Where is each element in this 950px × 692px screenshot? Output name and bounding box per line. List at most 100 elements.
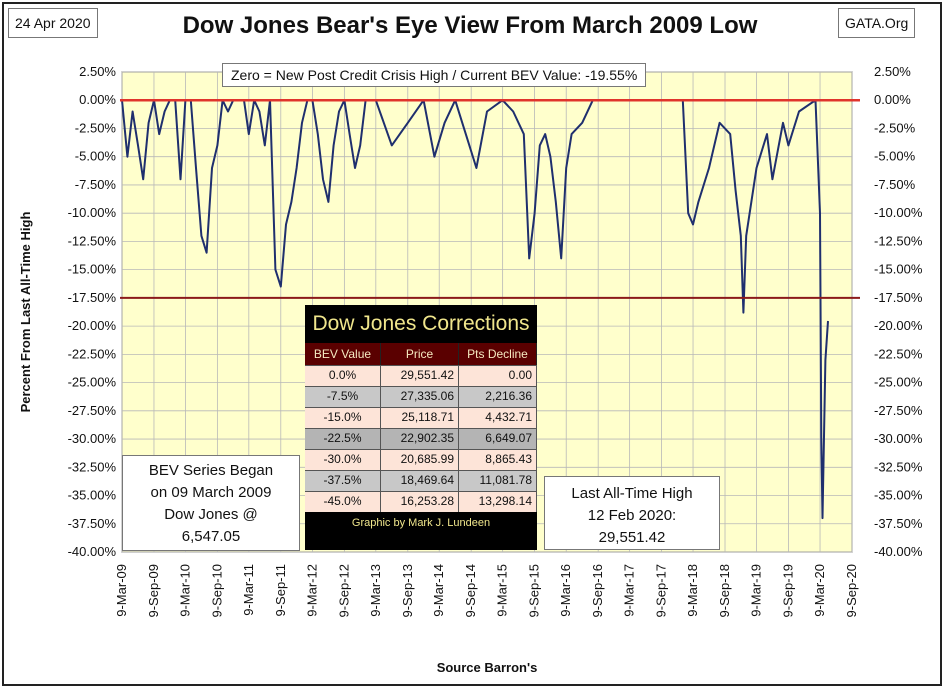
table-cell: 22,902.35: [381, 429, 459, 449]
note-line: 6,547.05: [181, 528, 241, 545]
chart-subtitle: Zero = New Post Credit Crisis High / Cur…: [222, 63, 647, 87]
x-tick-label: 9-Mar-17: [622, 564, 637, 617]
table-cell: 0.00: [459, 366, 537, 386]
y-tick-label: -37.50%: [874, 516, 923, 531]
x-tick-label: 9-Mar-13: [368, 564, 383, 617]
y-tick-label: -35.00%: [68, 488, 117, 503]
x-tick-label: 9-Sep-19: [780, 564, 795, 617]
note-line: Last All-Time High: [571, 485, 693, 502]
y-tick-label: -20.00%: [874, 318, 923, 333]
table-cell: 29,551.42: [381, 366, 459, 386]
y-tick-label: -22.50%: [874, 346, 923, 361]
y-tick-label: -30.00%: [68, 431, 117, 446]
x-tick-label: 9-Sep-18: [717, 564, 732, 617]
table-row: -7.5% 27,335.06 2,216.36: [305, 386, 537, 407]
table-cell: 20,685.99: [381, 450, 459, 470]
site-label: GATA.Org: [838, 8, 916, 38]
table-row: -15.0% 25,118.71 4,432.71: [305, 407, 537, 428]
table-cell: 11,081.78: [459, 471, 537, 491]
x-tick-label: 9-Mar-12: [304, 564, 319, 617]
table-cell: 0.0%: [305, 366, 381, 386]
corrections-table-footer: Graphic by Mark J. Lundeen: [351, 517, 491, 529]
table-cell: 2,216.36: [459, 387, 537, 407]
header-pts-decline: Pts Decline: [459, 343, 537, 365]
y-tick-label: -12.50%: [874, 233, 923, 248]
chart-title: Dow Jones Bear's Eye View From March 200…: [182, 12, 758, 39]
table-cell: 18,469.64: [381, 471, 459, 491]
table-cell: 13,298.14: [459, 492, 537, 512]
table-cell: 4,432.71: [459, 408, 537, 428]
x-tick-label: 9-Mar-20: [812, 564, 827, 617]
x-tick-label: 9-Mar-11: [241, 564, 256, 616]
x-tick-label: 9-Mar-18: [685, 564, 700, 617]
x-tick-label: 9-Sep-11: [273, 564, 288, 617]
table-cell: -30.0%: [305, 450, 381, 470]
y-axis-left: 2.50% 0.00% -2.50% -5.00% -7.50% -10.00% -12.5…: [68, 64, 117, 559]
corrections-table-body: 0.0% 29,551.42 0.00 -7.5% 27,335.06 2,216.36-…: [305, 365, 537, 512]
x-tick-label: 9-Mar-10: [177, 564, 192, 617]
x-tick-label: 9-Mar-14: [431, 564, 446, 617]
y-axis-label: Percent From Last All-Time High: [18, 212, 33, 413]
y-tick-label: 2.50%: [874, 64, 911, 79]
table-cell: 27,335.06: [381, 387, 459, 407]
y-tick-label: -7.50%: [874, 177, 916, 192]
table-row: -37.5% 18,469.64 11,081.78: [305, 470, 537, 491]
y-tick-label: -17.50%: [68, 290, 117, 305]
x-tick-label: 9-Sep-10: [209, 564, 224, 617]
y-tick-label: -25.00%: [874, 375, 923, 390]
x-tick-label: 9-Mar-15: [495, 564, 510, 617]
y-tick-label: -20.00%: [68, 318, 117, 333]
table-cell: -45.0%: [305, 492, 381, 512]
table-cell: 16,253.28: [381, 492, 459, 512]
y-tick-label: -7.50%: [75, 177, 117, 192]
corrections-table-title: Dow Jones Corrections: [312, 312, 530, 335]
table-cell: -37.5%: [305, 471, 381, 491]
table-row: -30.0% 20,685.99 8,865.43: [305, 449, 537, 470]
x-tick-label: 9-Sep-12: [336, 564, 351, 617]
y-tick-label: -37.50%: [68, 516, 117, 531]
table-cell: 6,649.07: [459, 429, 537, 449]
y-tick-label: -10.00%: [68, 205, 117, 220]
all-time-high-note: Last All-Time High 12 Feb 2020: 29,551.4…: [544, 476, 720, 550]
header-price: Price: [381, 343, 459, 365]
y-tick-label: -27.50%: [874, 403, 923, 418]
note-line: 12 Feb 2020:: [587, 507, 677, 524]
table-cell: 8,865.43: [459, 450, 537, 470]
x-axis: 9-Mar-09 9-Sep-09 9-Mar-10 9-Sep-10 9-Mar-11…: [114, 564, 859, 617]
y-tick-label: -32.50%: [68, 459, 117, 474]
corrections-table: Dow Jones Corrections BEV Value Price Pt…: [305, 305, 537, 550]
y-tick-label: -30.00%: [874, 431, 923, 446]
x-tick-label: 9-Sep-20: [844, 564, 859, 617]
table-row: 0.0% 29,551.42 0.00: [305, 365, 537, 386]
y-tick-label: -25.00%: [68, 375, 117, 390]
y-tick-label: 2.50%: [79, 64, 116, 79]
x-tick-label: 9-Sep-09: [146, 564, 161, 617]
y-tick-label: -5.00%: [874, 149, 916, 164]
table-cell: -7.5%: [305, 387, 381, 407]
y-tick-label: -35.00%: [874, 488, 923, 503]
x-tick-label: 9-Mar-19: [748, 564, 763, 617]
note-line: Dow Jones @: [164, 506, 258, 523]
table-cell: -15.0%: [305, 408, 381, 428]
x-tick-label: 9-Sep-13: [400, 564, 415, 617]
table-cell: 25,118.71: [381, 408, 459, 428]
y-tick-label: -40.00%: [874, 544, 923, 559]
x-tick-label: 9-Sep-14: [463, 564, 478, 617]
y-tick-label: 0.00%: [79, 92, 116, 107]
x-tick-label: 9-Sep-15: [527, 564, 542, 617]
x-tick-label: 9-Mar-09: [114, 564, 129, 617]
y-tick-label: 0.00%: [874, 92, 911, 107]
corrections-table-header: BEV Value Price Pts Decline: [305, 343, 537, 365]
y-tick-label: -17.50%: [874, 290, 923, 305]
bev-start-note: BEV Series Began on 09 March 2009 Dow Jo…: [122, 455, 300, 551]
table-cell: -22.5%: [305, 429, 381, 449]
y-tick-label: -32.50%: [874, 459, 923, 474]
table-row: -45.0% 16,253.28 13,298.14: [305, 491, 537, 512]
note-line: on 09 March 2009: [150, 484, 272, 501]
header-bev-value: BEV Value: [305, 343, 381, 365]
note-line: BEV Series Began: [148, 462, 274, 479]
y-tick-label: -27.50%: [68, 403, 117, 418]
y-tick-label: -40.00%: [68, 544, 117, 559]
table-row: -22.5% 22,902.35 6,649.07: [305, 428, 537, 449]
y-tick-label: -22.50%: [68, 346, 117, 361]
